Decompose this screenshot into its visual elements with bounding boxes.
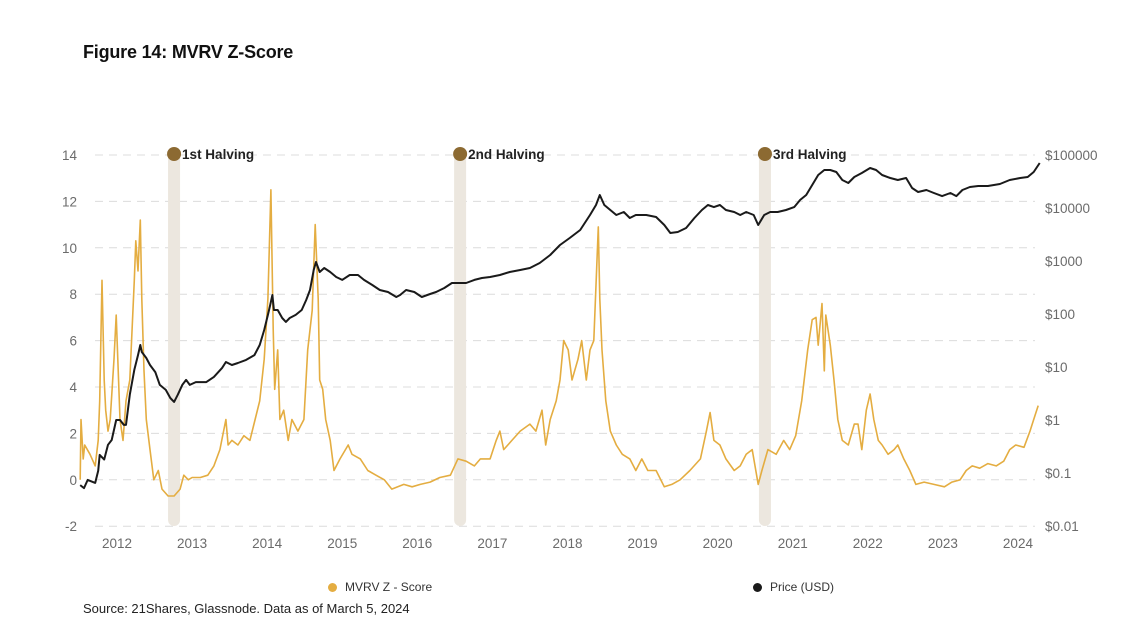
right-tick-label: $1000 xyxy=(1045,254,1083,269)
halving-band xyxy=(168,153,181,526)
x-tick-label: 2017 xyxy=(477,536,507,551)
mvrv-zscore-line xyxy=(79,189,1039,497)
series-lines xyxy=(79,162,1041,497)
legend-label: MVRV Z - Score xyxy=(345,580,433,594)
right-tick-label: $10 xyxy=(1045,360,1068,375)
left-axis-ticks: -2 0 2 4 6 8 10 12 14 xyxy=(62,148,78,534)
x-tick-label: 2015 xyxy=(327,536,357,551)
left-tick-label: 12 xyxy=(62,194,77,209)
legend-dot-price-icon xyxy=(753,582,762,592)
source-note: Source: 21Shares, Glassnode. Data as of … xyxy=(83,601,410,616)
right-tick-label: $0.01 xyxy=(1045,519,1079,534)
right-tick-label: $100000 xyxy=(1045,148,1098,163)
legend-item-price[interactable]: Price (USD) xyxy=(753,580,834,594)
left-tick-label: 4 xyxy=(69,380,77,395)
right-tick-label: $100 xyxy=(1045,307,1075,322)
x-axis-ticks: 2012 2013 2014 2015 2016 2017 2018 2019 2020 2021… xyxy=(102,536,1033,551)
left-tick-label: 6 xyxy=(69,334,77,349)
halving-label: 2nd Halving xyxy=(468,147,545,162)
x-tick-label: 2018 xyxy=(552,536,582,551)
left-tick-label: 0 xyxy=(69,473,77,488)
halving-band xyxy=(454,153,467,526)
left-tick-label: -2 xyxy=(65,519,77,534)
halving-marker-icon xyxy=(167,147,182,161)
halving-band xyxy=(758,153,771,526)
halving-marker-icon xyxy=(453,147,468,161)
x-tick-label: 2019 xyxy=(628,536,658,551)
x-tick-label: 2012 xyxy=(102,536,132,551)
x-tick-label: 2016 xyxy=(402,536,432,551)
x-tick-label: 2022 xyxy=(853,536,883,551)
x-tick-label: 2023 xyxy=(928,536,958,551)
x-tick-label: 2021 xyxy=(778,536,808,551)
chart-title: Figure 14: MVRV Z-Score xyxy=(83,42,294,62)
right-axis-ticks: $0.01 $0.1 $1 $10 $100 $1000 $10000 $100000 xyxy=(1045,148,1098,534)
gridlines xyxy=(95,154,1035,527)
halving-bands xyxy=(168,153,771,526)
x-tick-label: 2024 xyxy=(1003,536,1034,551)
x-tick-label: 2020 xyxy=(703,536,733,551)
halving-label: 1st Halving xyxy=(182,147,254,162)
halving-label: 3rd Halving xyxy=(773,147,847,162)
right-tick-label: $1 xyxy=(1045,413,1060,428)
left-tick-label: 2 xyxy=(69,426,77,441)
left-tick-label: 8 xyxy=(69,287,77,302)
legend-label: Price (USD) xyxy=(770,580,835,594)
left-tick-label: 10 xyxy=(62,241,77,256)
x-tick-label: 2013 xyxy=(177,536,207,551)
legend-item-mvrv[interactable]: MVRV Z - Score xyxy=(328,580,432,594)
legend-dot-mvrv-icon xyxy=(328,582,337,592)
halving-marker-icon xyxy=(757,147,772,161)
halving-markers: 1st Halving 2nd Halving 3rd Halving xyxy=(167,147,846,162)
right-tick-label: $0.1 xyxy=(1045,466,1071,481)
price-line xyxy=(79,162,1041,490)
x-tick-label: 2014 xyxy=(252,536,283,551)
left-tick-label: 14 xyxy=(62,148,78,163)
right-tick-label: $10000 xyxy=(1045,201,1090,216)
